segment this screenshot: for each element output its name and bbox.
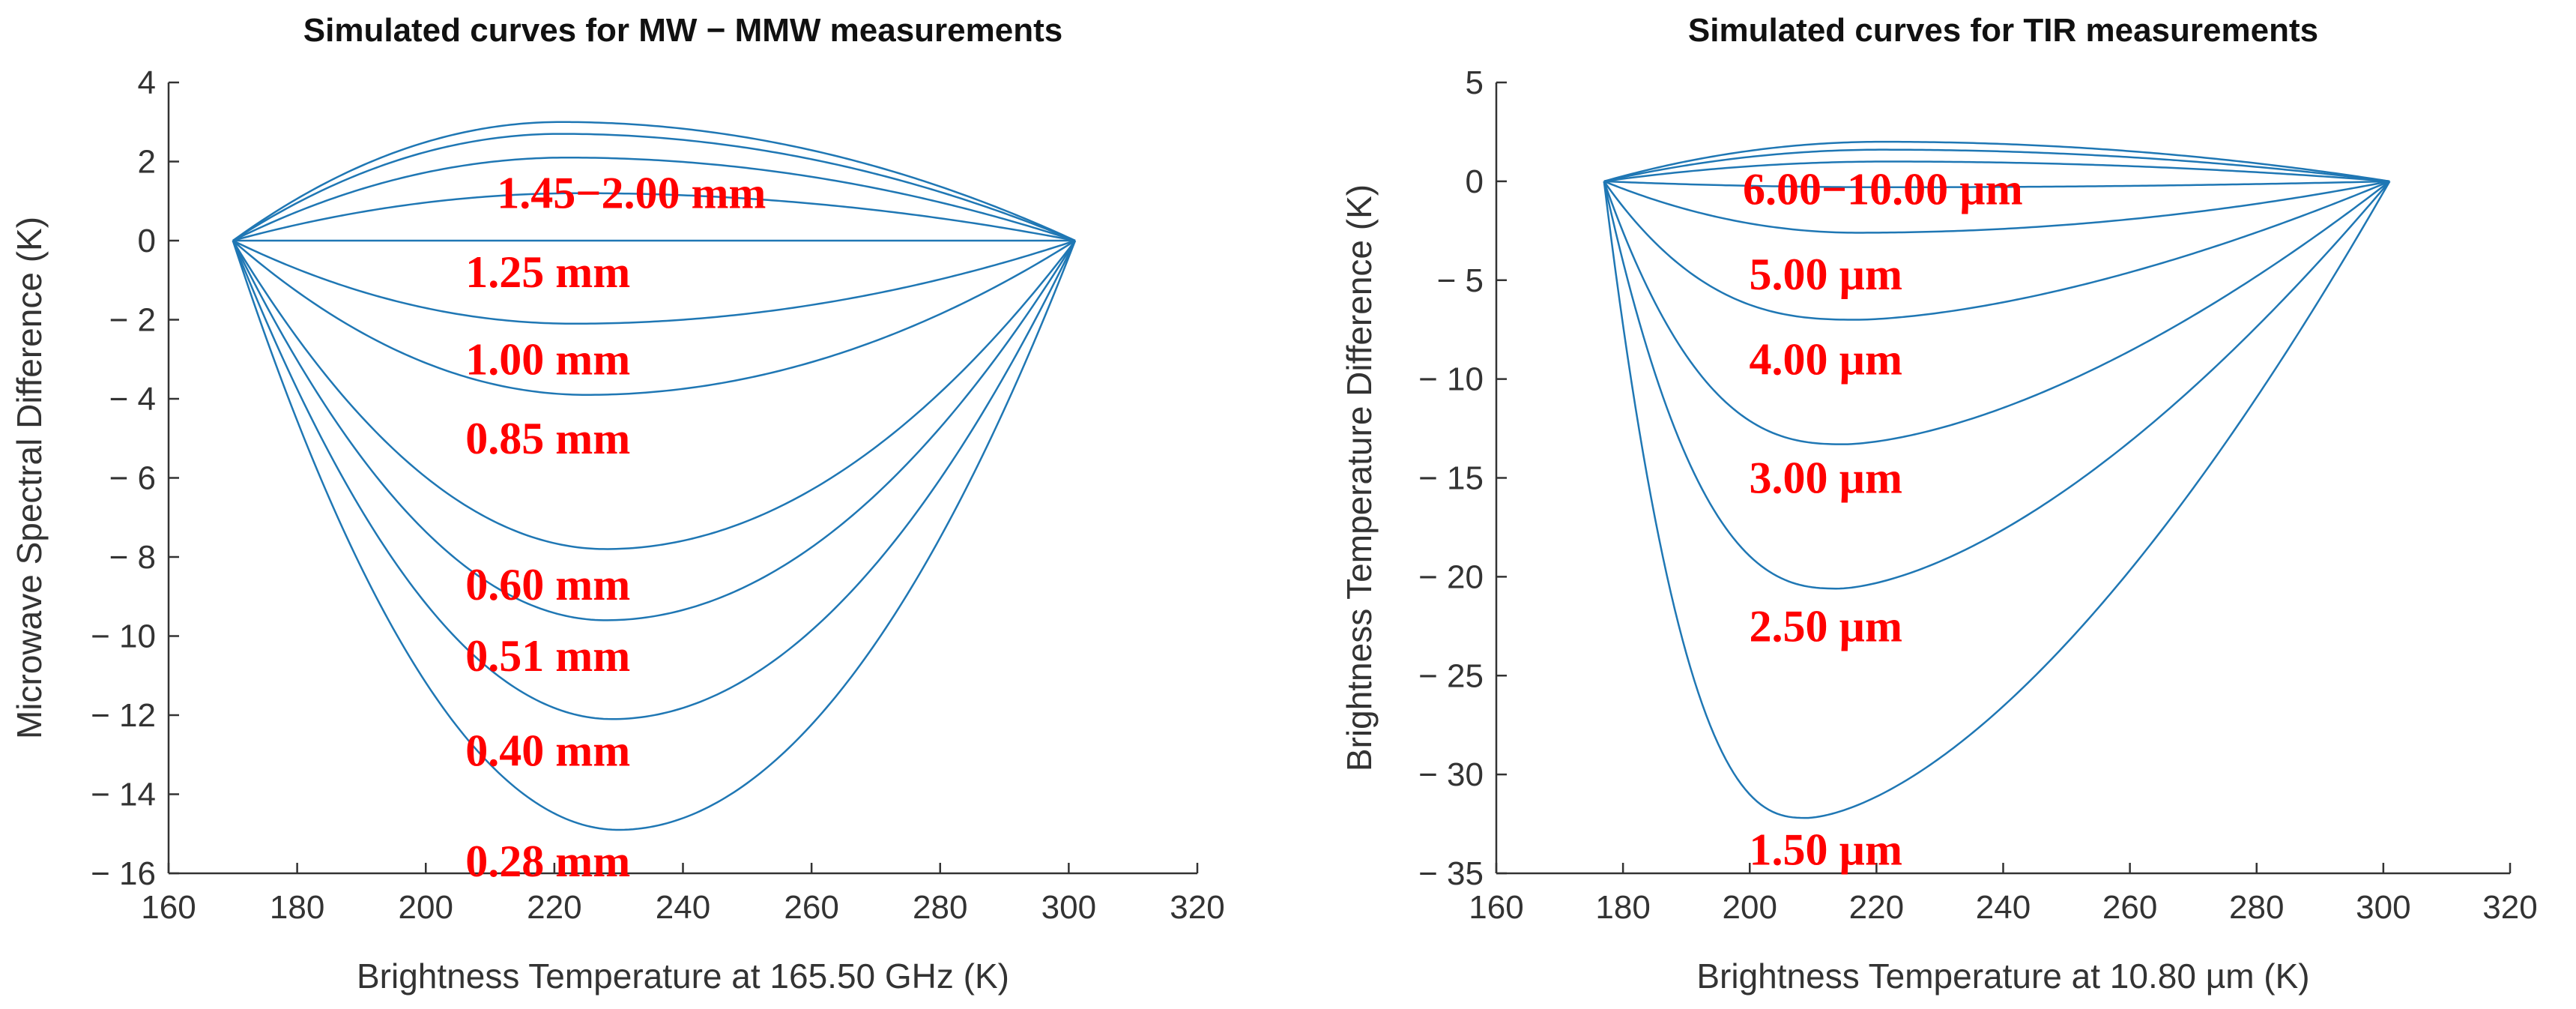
series-curve: [1603, 180, 2390, 321]
x-axis-label: Brightness Temperature at 10.80 µm (K): [1696, 957, 2309, 996]
curve-label: 1.25 mm: [465, 247, 630, 297]
curve-label: 2.50 µm: [1749, 601, 1902, 651]
y-tick-label: − 5: [1437, 262, 1484, 299]
curve-label: 0.28 mm: [465, 837, 630, 886]
y-tick-label: − 16: [91, 855, 156, 892]
curve-label: 1.45−2.00 mm: [497, 169, 766, 218]
curve-label: 1.00 mm: [465, 334, 630, 384]
x-tick-label: 320: [1170, 889, 1224, 926]
chart-mw-mmw: Simulated curves for MW − MMW measuremen…: [10, 12, 1225, 996]
curve-label: 0.60 mm: [465, 560, 630, 609]
y-tick-label: 2: [138, 144, 156, 181]
y-tick-label: − 12: [91, 697, 156, 734]
curve-label: 0.40 mm: [465, 726, 630, 775]
chart-title: Simulated curves for MW − MMW measuremen…: [303, 12, 1062, 49]
y-tick-label: − 8: [109, 539, 156, 576]
x-axis-label: Brightness Temperature at 165.50 GHz (K): [357, 957, 1009, 996]
series-curve: [232, 239, 1076, 396]
y-tick-label: − 2: [109, 302, 156, 339]
series-curve: [1603, 181, 2391, 590]
series-curve: [1603, 181, 2391, 819]
x-tick-label: 220: [1849, 889, 1904, 926]
x-tick-label: 160: [141, 889, 196, 926]
curve-label: 5.00 µm: [1749, 250, 1902, 299]
y-tick-label: − 20: [1418, 558, 1484, 595]
series-curve: [1603, 180, 2390, 189]
x-tick-label: 240: [656, 889, 710, 926]
curve-label: 1.50 µm: [1749, 825, 1902, 874]
curve-label: 4.00 µm: [1749, 334, 1902, 384]
curve-label: 3.00 µm: [1749, 454, 1902, 503]
x-tick-label: 160: [1469, 889, 1523, 926]
y-tick-label: − 25: [1418, 657, 1484, 694]
x-tick-label: 200: [399, 889, 453, 926]
series-curve: [232, 192, 1076, 242]
chart-tir: Simulated curves for TIR measurements 160…: [1340, 12, 2538, 996]
series-curve: [1603, 180, 2391, 445]
series-curve: [232, 240, 1077, 621]
curve-label: 0.85 mm: [465, 414, 630, 463]
series-curve: [232, 239, 1076, 325]
y-tick-label: − 10: [1418, 361, 1484, 398]
x-tick-label: 180: [270, 889, 324, 926]
curve-label: 6.00−10.00 µm: [1743, 164, 2023, 214]
series-curve: [1603, 148, 2390, 183]
y-axis-label: Brightness Temperature Difference (K): [1340, 184, 1379, 771]
series-curve: [232, 240, 1077, 720]
x-tick-label: 300: [1041, 889, 1096, 926]
series-curve: [232, 133, 1076, 242]
y-tick-label: − 10: [91, 618, 156, 655]
y-tick-label: 0: [138, 223, 156, 259]
y-tick-label: − 6: [109, 460, 156, 497]
series-curve: [232, 240, 1077, 831]
x-tick-label: 200: [1723, 889, 1777, 926]
y-tick-label: 0: [1466, 163, 1484, 200]
x-tick-label: 240: [1976, 889, 2031, 926]
series-curve: [232, 121, 1076, 242]
x-tick-label: 280: [913, 889, 967, 926]
x-tick-label: 260: [784, 889, 838, 926]
y-tick-label: − 14: [91, 777, 156, 813]
y-tick-label: − 4: [109, 381, 156, 418]
x-tick-label: 180: [1595, 889, 1650, 926]
y-tick-label: 4: [138, 64, 156, 101]
y-tick-label: − 30: [1418, 756, 1484, 793]
x-tick-label: 320: [2482, 889, 2537, 926]
y-tick-label: − 15: [1418, 460, 1484, 497]
series-curve: [1603, 140, 2390, 183]
y-axis-label: Microwave Spectral Difference (K): [10, 217, 49, 739]
series-curve: [232, 156, 1076, 242]
chart-title: Simulated curves for TIR measurements: [1688, 12, 2318, 49]
series-curve: [1603, 160, 2390, 183]
x-tick-label: 280: [2229, 889, 2284, 926]
series-curve: [232, 240, 1076, 550]
x-tick-label: 220: [527, 889, 581, 926]
curve-label: 0.51 mm: [465, 631, 630, 681]
series-curve: [1603, 180, 2390, 234]
x-tick-label: 260: [2102, 889, 2157, 926]
x-tick-label: 300: [2356, 889, 2410, 926]
y-tick-label: 5: [1466, 64, 1484, 101]
y-tick-label: − 35: [1418, 855, 1484, 892]
